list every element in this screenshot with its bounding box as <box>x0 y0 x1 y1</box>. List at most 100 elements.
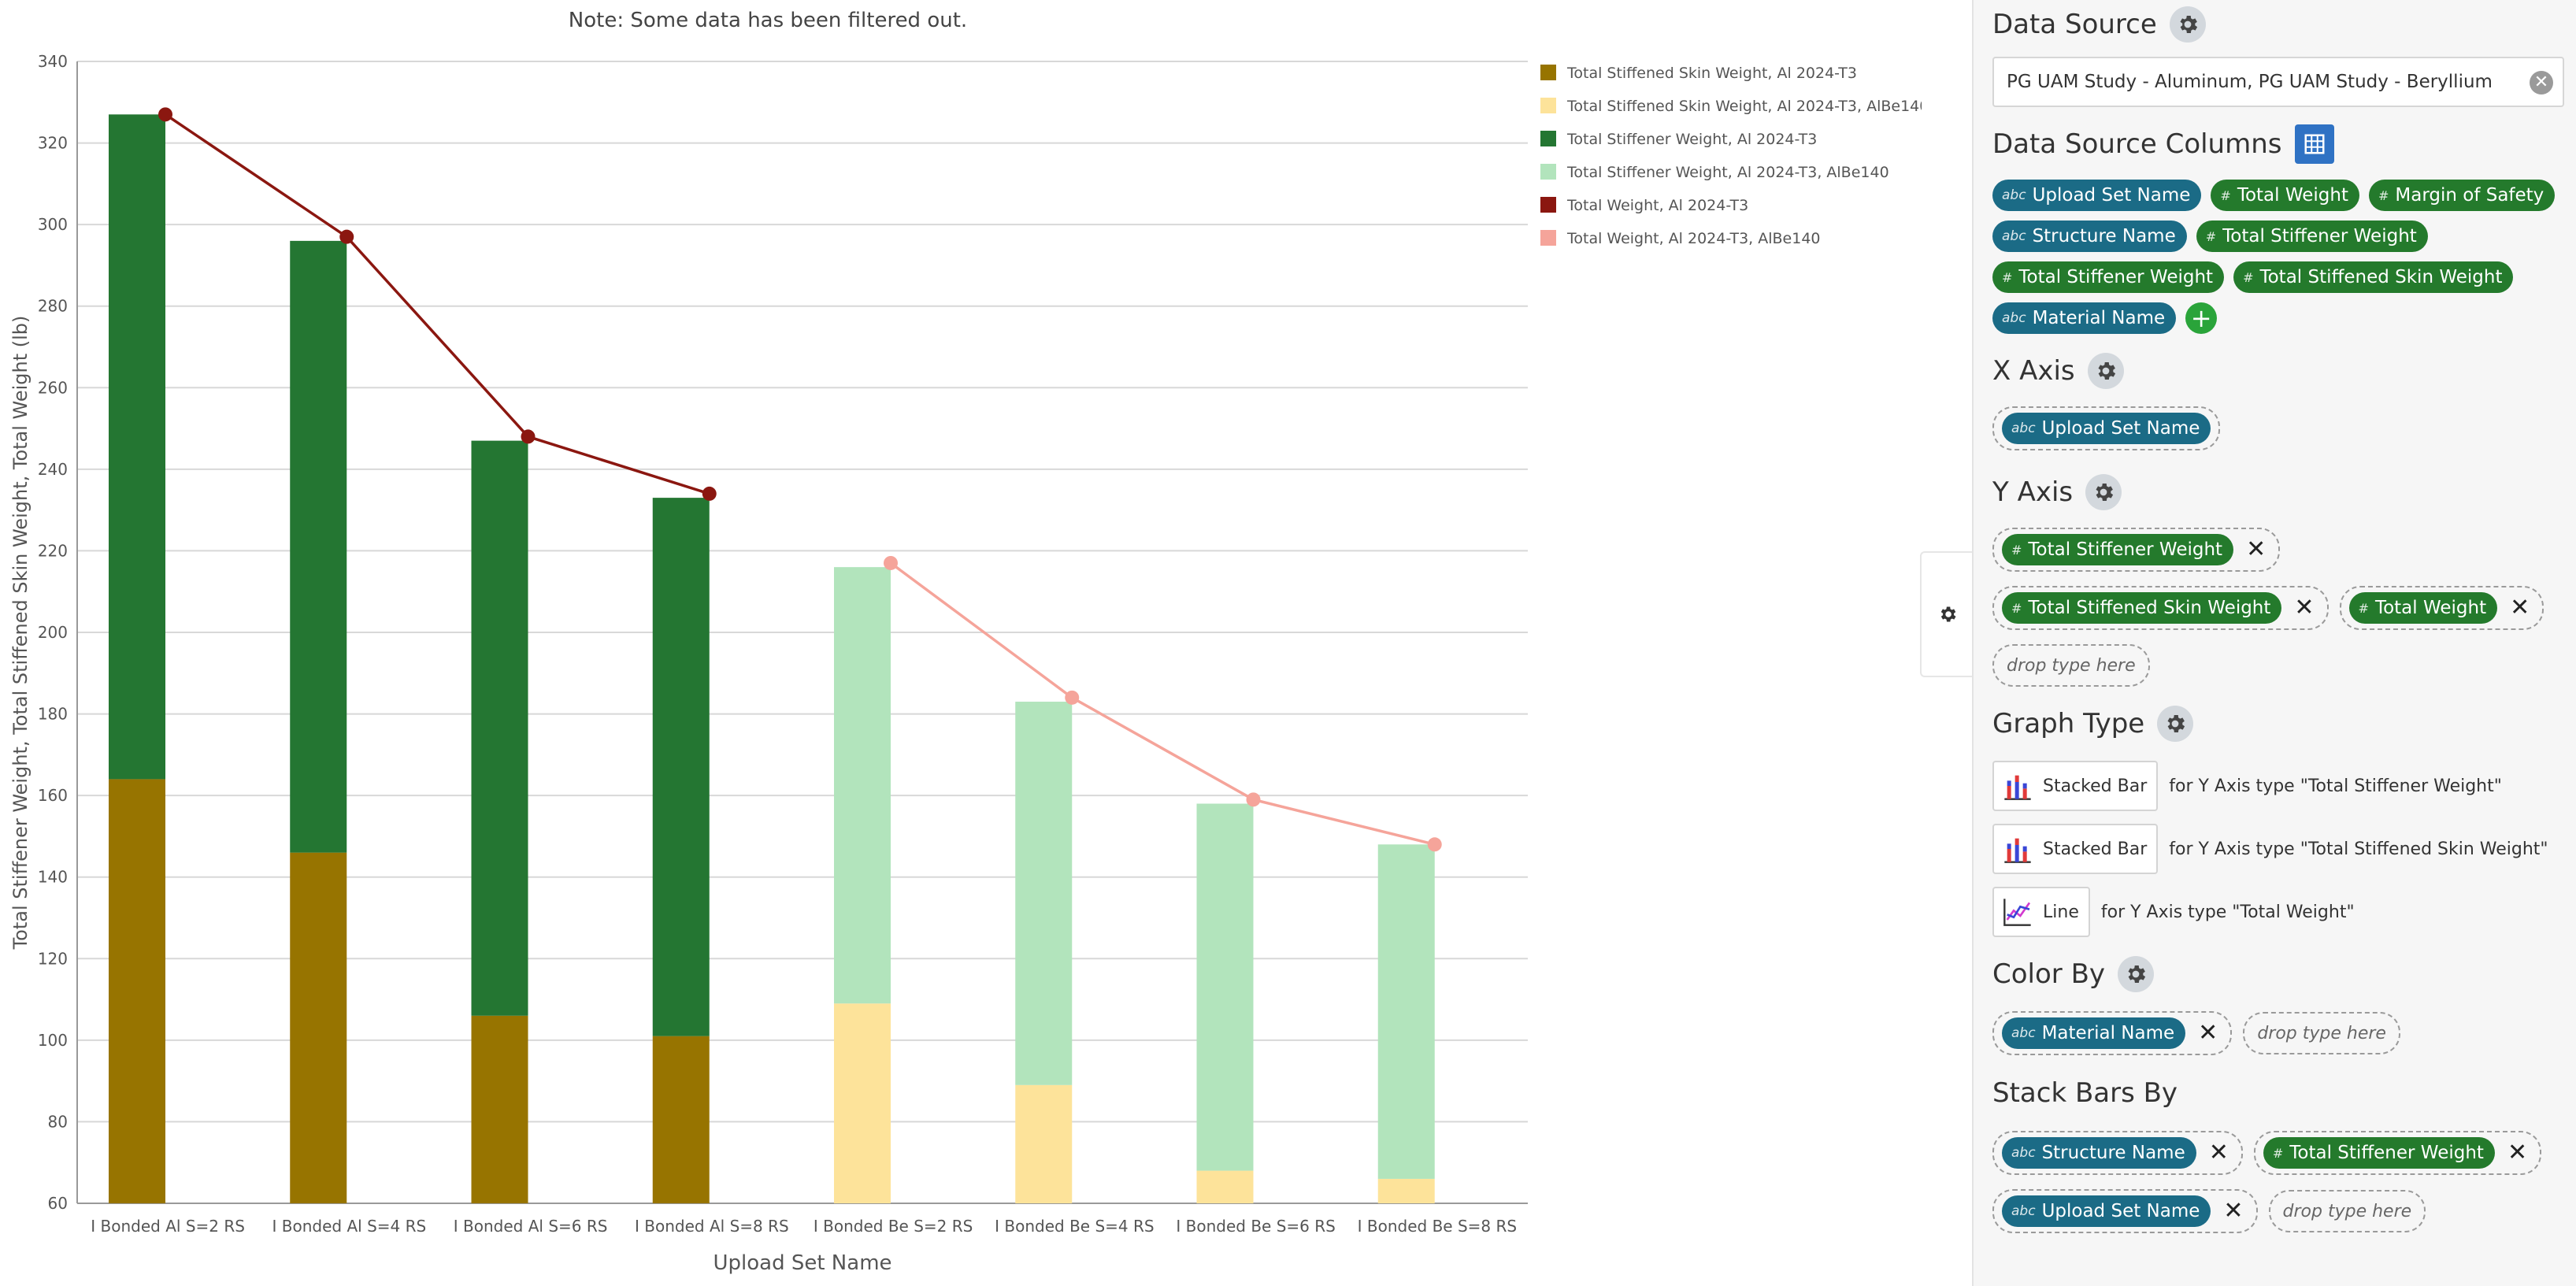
y-tick-label: 100 <box>38 1031 68 1050</box>
stack-by-heading: Stack Bars By <box>1992 1077 2190 1109</box>
column-pill-margin-of-safety[interactable]: # Margin of Safety <box>2368 180 2556 211</box>
bar-segment-skin <box>652 1036 710 1203</box>
column-pill-total-stiffener-weight[interactable]: # Total Stiffener Weight <box>2196 221 2428 252</box>
y-axis-drop-zone-2[interactable]: # Total Stiffened Skin Weight ✕ <box>1992 586 2329 630</box>
panel-toggle-button[interactable] <box>1920 551 1974 677</box>
bar-segment-stiffener <box>1015 702 1073 1085</box>
bar-segment-skin <box>471 1015 528 1203</box>
x-tick-label: I Bonded Al S=4 RS <box>272 1217 427 1236</box>
graph-type-row-3: Line for Y Axis type "Total Weight" <box>1992 887 2355 937</box>
remove-icon[interactable]: ✕ <box>2223 1197 2244 1225</box>
graph-type-description: for Y Axis type "Total Stiffener Weight" <box>2169 776 2502 796</box>
column-pill-material-name[interactable]: abc Material Name <box>1992 302 2177 334</box>
graph-type-button-skin[interactable]: Stacked Bar <box>1992 824 2159 874</box>
chart-area: 60 80 100 120 140 160 180 200 220 240 260 280 300 320… <box>9 9 1922 1275</box>
x-tick-label: I Bonded Be S=6 RS <box>1176 1217 1335 1236</box>
gear-icon <box>1940 606 1956 622</box>
y-axis-pill-total-stiffened-skin-weight[interactable]: # Total Stiffened Skin Weight <box>2002 592 2282 624</box>
stack-by-drop-zone-2[interactable]: # Total Stiffener Weight ✕ <box>2253 1131 2542 1175</box>
remove-icon[interactable]: ✕ <box>2507 1139 2528 1166</box>
y-tick-label: 340 <box>38 52 68 71</box>
stack-by-empty-drop-zone[interactable]: drop type here <box>2268 1190 2426 1232</box>
gear-icon <box>2180 16 2197 33</box>
data-source-settings-button[interactable] <box>2169 6 2206 43</box>
remove-icon[interactable]: ✕ <box>2246 536 2267 563</box>
y-axis-label: Total Stiffener Weight, Total Stiffened … <box>9 316 32 951</box>
columns-row-3: # Total Stiffener Weight # Total Stiffened… <box>1992 261 2522 293</box>
graph-type-label: Stacked Bar <box>2043 776 2148 796</box>
x-axis-pill-upload-set-name[interactable]: abc Upload Set Name <box>2002 413 2211 444</box>
data-source-value: PG UAM Study - Aluminum, PG UAM Study - … <box>2007 72 2493 92</box>
table-icon[interactable] <box>2294 124 2334 164</box>
y-tick-label: 80 <box>48 1112 68 1131</box>
graph-type-button-stiffener[interactable]: Stacked Bar <box>1992 761 2159 811</box>
graph-type-heading: Graph Type <box>1992 706 2194 742</box>
stack-by-drop-zone-1[interactable]: abc Structure Name ✕ <box>1992 1131 2243 1175</box>
y-axis-drop-zone-3[interactable]: # Total Weight ✕ <box>2339 586 2544 630</box>
data-source-title: Data Source <box>1992 9 2157 40</box>
legend-swatch <box>1540 131 1556 146</box>
legend-swatch <box>1540 98 1556 113</box>
legend-swatch <box>1540 65 1556 80</box>
bar-segment-stiffener <box>1377 844 1435 1179</box>
y-tick-label: 280 <box>38 297 68 316</box>
stack-by-pill-total-stiffener-weight[interactable]: # Total Stiffener Weight <box>2263 1137 2495 1169</box>
column-pill-total-stiffener-weight-2[interactable]: # Total Stiffener Weight <box>1992 261 2225 293</box>
remove-icon[interactable]: ✕ <box>2208 1139 2229 1166</box>
x-tick-label: I Bonded Al S=2 RS <box>91 1217 245 1236</box>
x-axis-settings-button[interactable] <box>2087 353 2124 389</box>
columns-heading: Data Source Columns <box>1992 124 2334 164</box>
column-pill-total-stiffened-skin-weight[interactable]: # Total Stiffened Skin Weight <box>2233 261 2514 293</box>
color-by-settings-button[interactable] <box>2118 956 2155 992</box>
x-axis-drop-zone[interactable]: abc Upload Set Name <box>1992 406 2221 450</box>
y-tick-label: 200 <box>38 623 68 642</box>
add-column-button[interactable]: + <box>2185 302 2218 334</box>
y-axis-pill-total-weight[interactable]: # Total Weight <box>2348 592 2498 624</box>
y-axis-drop-zone-1[interactable]: # Total Stiffener Weight ✕ <box>1992 528 2281 572</box>
y-axis-settings-button[interactable] <box>2085 474 2122 510</box>
legend-label: Total Stiffener Weight, Al 2024-T3, AlBe… <box>1566 164 1889 181</box>
remove-icon[interactable]: ✕ <box>2198 1019 2218 1047</box>
clear-icon[interactable]: ✕ <box>2530 71 2553 95</box>
data-source-input[interactable]: PG UAM Study - Aluminum, PG UAM Study - … <box>1992 57 2564 107</box>
stack-by-row-1: abc Structure Name ✕ # Total Stiffener Wei… <box>1992 1131 2552 1175</box>
line-point <box>1246 792 1261 807</box>
color-by-drop-zone[interactable]: abc Material Name ✕ <box>1992 1011 2233 1055</box>
color-by-empty-drop-zone[interactable]: drop type here <box>2243 1012 2400 1054</box>
stack-by-pill-structure-name[interactable]: abc Structure Name <box>2002 1137 2196 1169</box>
graph-type-description: for Y Axis type "Total Stiffened Skin We… <box>2169 839 2548 859</box>
y-tick-label: 240 <box>38 460 68 479</box>
columns-row-4: abc Material Name + <box>1992 302 2218 334</box>
column-pill-total-weight[interactable]: # Total Weight <box>2211 180 2359 211</box>
column-pill-upload-set-name[interactable]: abc Upload Set Name <box>1992 180 2202 211</box>
y-axis-empty-drop-zone[interactable]: drop type here <box>1992 644 2150 687</box>
remove-icon[interactable]: ✕ <box>2294 594 2315 621</box>
graph-type-button-weight[interactable]: Line <box>1992 887 2090 937</box>
bar-segment-skin <box>834 1003 891 1203</box>
line-point <box>158 107 172 122</box>
column-pill-structure-name[interactable]: abc Structure Name <box>1992 221 2187 252</box>
color-by-heading: Color By <box>1992 956 2155 992</box>
bar-segment-stiffener <box>1196 803 1254 1171</box>
gear-icon <box>2096 484 2114 501</box>
graph-type-settings-button[interactable] <box>2157 706 2194 742</box>
y-tick-label: 120 <box>38 949 68 968</box>
x-tick-label: I Bonded Be S=4 RS <box>995 1217 1154 1236</box>
bar-segment-skin <box>1015 1084 1073 1203</box>
y-axis-row-1: # Total Stiffener Weight ✕ <box>1992 528 2291 572</box>
line-point <box>702 486 717 501</box>
color-by-pill-material-name[interactable]: abc Material Name <box>2002 1017 2186 1049</box>
x-tick-label: I Bonded Be S=2 RS <box>814 1217 973 1236</box>
line-point <box>339 229 354 244</box>
legend-swatch <box>1540 230 1556 246</box>
y-tick-label: 180 <box>38 705 68 724</box>
legend-swatch <box>1540 164 1556 180</box>
series-line <box>889 561 1436 846</box>
stack-by-pill-upload-set-name[interactable]: abc Upload Set Name <box>2002 1195 2211 1227</box>
line-point <box>521 429 536 444</box>
graph-type-title: Graph Type <box>1992 708 2145 739</box>
stack-by-drop-zone-3[interactable]: abc Upload Set Name ✕ <box>1992 1189 2258 1233</box>
y-axis-pill-total-stiffener-weight[interactable]: # Total Stiffener Weight <box>2002 534 2234 565</box>
bar-segment-skin <box>1377 1178 1435 1203</box>
remove-icon[interactable]: ✕ <box>2510 594 2530 621</box>
